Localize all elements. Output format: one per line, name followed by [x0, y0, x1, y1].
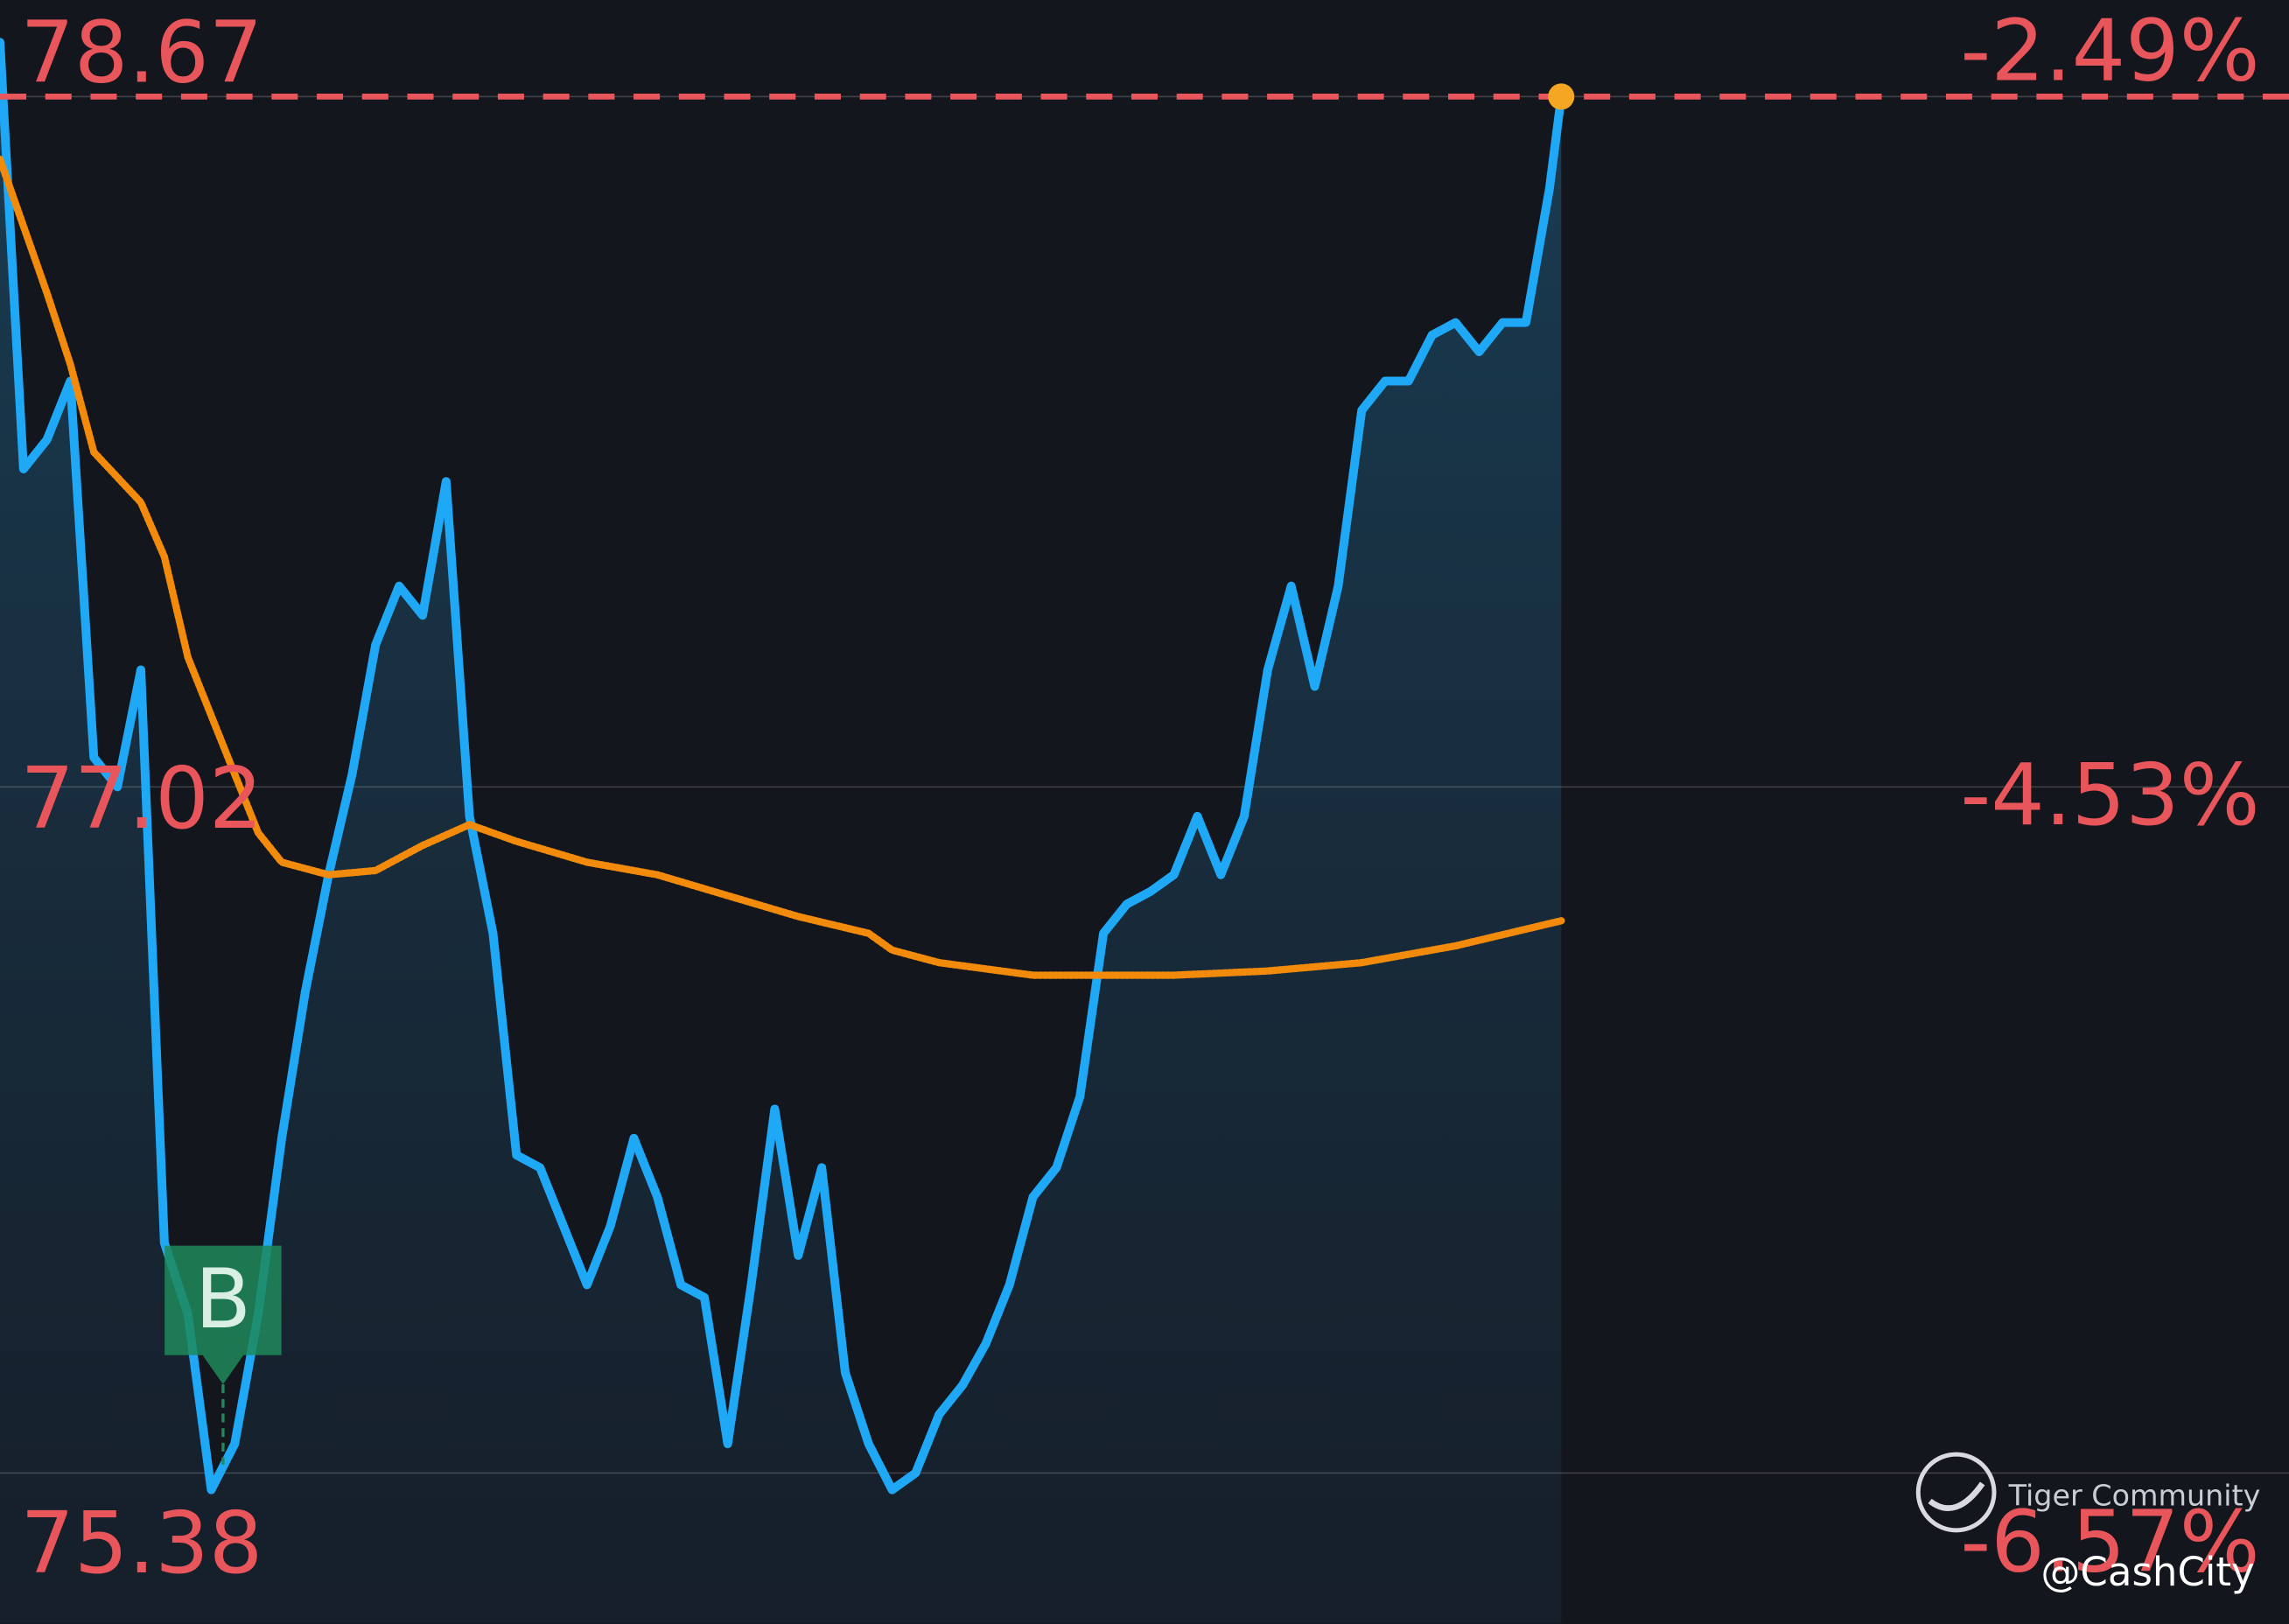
- average-line: [0, 155, 1565, 979]
- price-area: [0, 42, 1562, 1624]
- annotation-box: [164, 1245, 282, 1385]
- y2-tick-label: -2.49%: [1960, 2, 2259, 101]
- watermark-brand: Tiger Community: [2008, 1478, 2261, 1512]
- annotation-label: B: [195, 1252, 251, 1348]
- watermark-user: @CashCity: [2040, 1549, 2254, 1595]
- y-tick-label: 75.38: [20, 1494, 262, 1592]
- watermark-icon: [1915, 1452, 1997, 1533]
- watermark-icon-mark: [1928, 1481, 1985, 1511]
- y-tick-label: 77.02: [20, 749, 262, 848]
- y2-tick-label: -6.57%: [1960, 1492, 2259, 1591]
- watermark: Tiger Community @CashCity: [1915, 1452, 2261, 1595]
- y2-tick-label: -4.53%: [1960, 746, 2259, 844]
- y-tick-label: 78.67: [20, 4, 262, 102]
- last-price-dot: [1548, 83, 1575, 110]
